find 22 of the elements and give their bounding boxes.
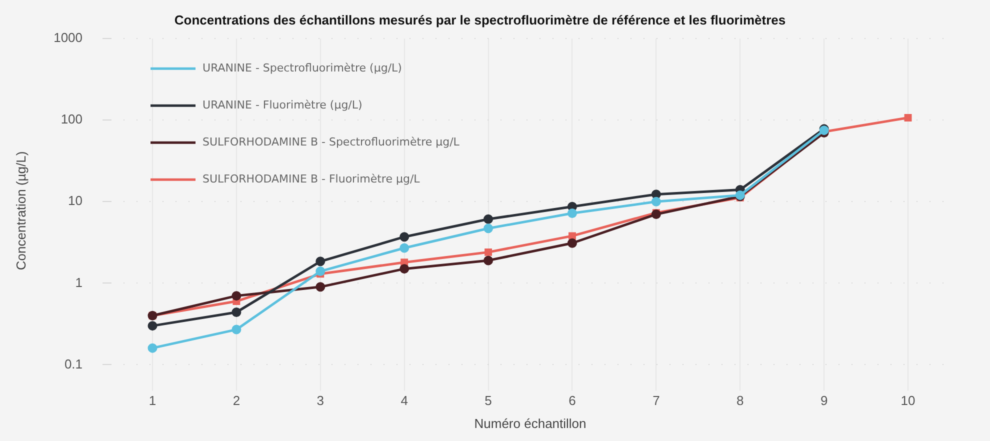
y-axis-title: Concentration (µg/L): [13, 151, 28, 270]
legend-label: SULFORHODAMINE B - Spectrofluorimètre µg/L: [202, 135, 460, 148]
chart-title: Concentrations des échantillons mesurés par le spectrofluorimètre de référence et les fluorimètres: [174, 12, 786, 28]
x-tick-label: 3: [316, 393, 324, 408]
x-tick-label: 10: [900, 393, 916, 408]
x-tick-label: 6: [568, 393, 576, 408]
x-axis-title: Numéro échantillon: [474, 416, 586, 431]
x-tick-label: 8: [736, 393, 744, 408]
y-tick-label: 100: [60, 112, 83, 127]
legend-label: SULFORHODAMINE B - Fluorimètre µg/L: [202, 172, 421, 186]
legend-label: URANINE - Spectrofluorimètre (µg/L): [202, 61, 402, 74]
x-tick-label: 4: [400, 393, 408, 408]
y-tick-label: 1: [75, 274, 83, 290]
x-tick-label: 1: [148, 393, 156, 408]
legend-label: URANINE - Fluorimètre (µg/L): [202, 98, 362, 112]
x-tick-label: 9: [820, 393, 828, 408]
x-tick-label: 7: [652, 393, 660, 408]
y-tick-label: 0.1: [64, 356, 83, 372]
y-tick-label: 1000: [54, 30, 83, 46]
x-tick-label: 2: [232, 393, 240, 408]
x-tick-label: 5: [484, 393, 492, 408]
y-tick-label: 10: [68, 193, 83, 208]
